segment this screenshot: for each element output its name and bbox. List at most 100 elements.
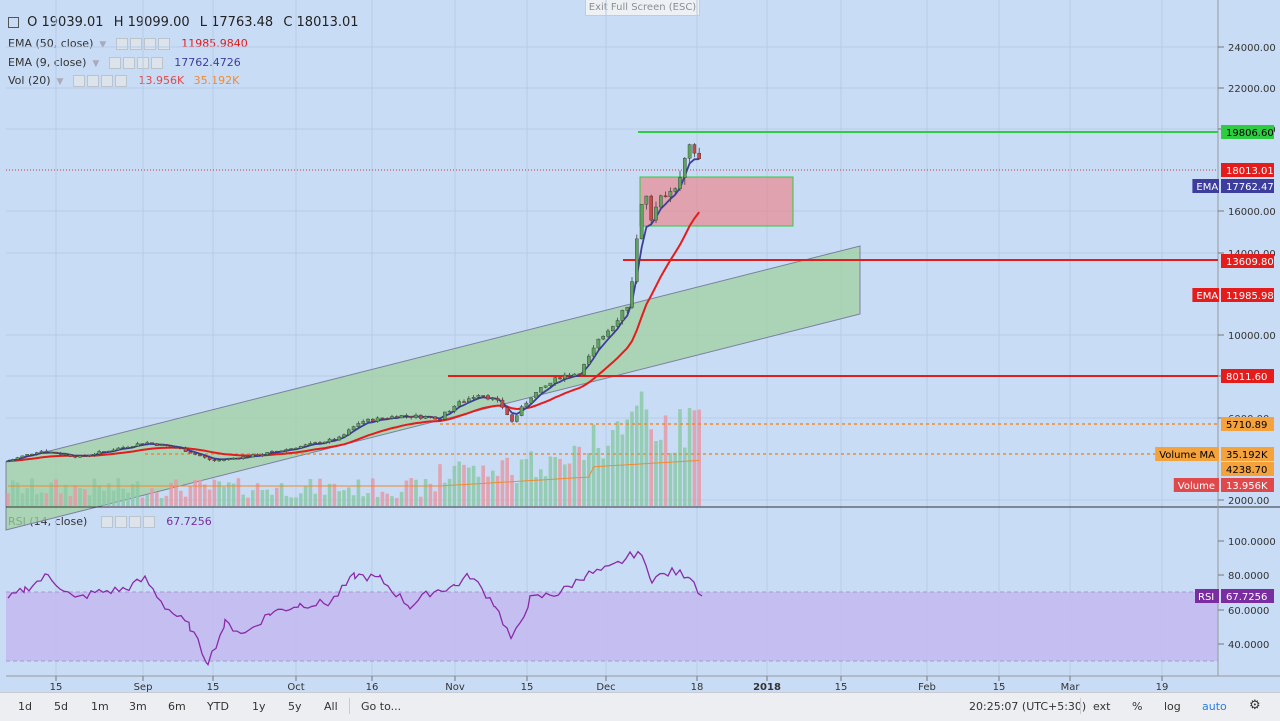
eye-icon[interactable] — [72, 75, 85, 87]
candle-body — [649, 195, 653, 221]
candle-body — [620, 310, 625, 321]
volume-bar — [49, 482, 53, 506]
candle-body — [524, 402, 529, 407]
ema9-value: 17762.4726 — [174, 56, 241, 69]
volume-bar — [97, 485, 101, 506]
range-5y-button[interactable]: 5y — [288, 700, 302, 713]
price-tag-bg — [1221, 288, 1274, 302]
goto-button[interactable]: Go to... — [361, 700, 402, 713]
chevron-down-icon[interactable]: ▼ — [92, 59, 100, 69]
vol-label: Vol (20) — [8, 74, 51, 87]
volume-bar — [524, 459, 529, 506]
percent-toggle[interactable]: % — [1132, 700, 1143, 713]
volume-bar — [337, 491, 341, 506]
range-all-button[interactable]: All — [324, 700, 338, 713]
candle-body — [409, 415, 414, 418]
candle-body — [668, 191, 673, 198]
eye-icon[interactable] — [108, 57, 121, 69]
candle-body — [414, 414, 418, 418]
candle-body — [212, 459, 217, 461]
volume-bar — [390, 496, 394, 506]
close-icon[interactable] — [150, 57, 163, 69]
range-6m-button[interactable]: 6m — [168, 700, 186, 713]
range-1d-button[interactable]: 1d — [18, 700, 32, 713]
x-tick-label: Mar — [1061, 682, 1081, 692]
range-5d-button[interactable]: 5d — [54, 700, 68, 713]
volume-bar — [543, 476, 548, 506]
volume-bar — [438, 464, 442, 506]
settings-icon[interactable] — [114, 516, 127, 528]
volume-bar — [183, 496, 188, 506]
legend-vol[interactable]: Vol (20) ▼ 13.956K 35.192K — [8, 74, 239, 87]
candle-body — [553, 377, 557, 384]
price-tags: 19806.60 18013.01 17762.47 EMA 13609.80 11985… — [1155, 125, 1274, 603]
price-tag-bg — [1221, 369, 1274, 383]
candle-body — [106, 450, 111, 453]
price-tag-bg — [1221, 462, 1274, 476]
candle-body — [87, 455, 92, 457]
volume-bar — [260, 490, 265, 506]
auto-toggle[interactable]: auto — [1202, 700, 1227, 713]
candle-body — [154, 443, 159, 446]
candle-body — [164, 444, 169, 446]
volume-bar — [169, 482, 173, 506]
volume-bar — [663, 415, 668, 506]
candle-body — [6, 460, 10, 463]
candle-body — [111, 449, 116, 452]
candle-body — [625, 307, 629, 311]
candle-body — [183, 448, 188, 452]
eye-icon[interactable] — [100, 516, 113, 528]
x-tick-label: 15 — [993, 682, 1006, 692]
range-1m-button[interactable]: 1m — [91, 700, 109, 713]
candle-body — [207, 457, 212, 460]
volume-bar — [207, 489, 212, 506]
candle-body — [68, 454, 73, 457]
range-1y-button[interactable]: 1y — [252, 700, 266, 713]
candle-body — [323, 441, 327, 444]
candle-body — [231, 457, 236, 460]
rsi-tag-bg — [1221, 589, 1274, 603]
chevron-down-icon[interactable]: ▼ — [99, 40, 107, 50]
add-icon[interactable] — [128, 516, 141, 528]
candle-body — [572, 373, 577, 377]
price-tag-volume-ma: 35.192K Volume MA — [1155, 447, 1274, 461]
candle-body — [471, 397, 476, 399]
x-tick-label: Feb — [918, 682, 936, 692]
volume-bar — [366, 493, 370, 506]
toolbar-separator — [349, 698, 350, 714]
volume-bar — [25, 488, 29, 506]
chevron-down-icon[interactable]: ▼ — [56, 77, 64, 87]
gear-icon[interactable]: ⚙ — [1249, 698, 1261, 713]
volume-bar — [433, 491, 437, 506]
volume-bar — [548, 456, 553, 506]
candle-body — [692, 144, 697, 154]
volume-bar — [59, 493, 63, 506]
volume-bar — [11, 480, 15, 506]
close-icon[interactable] — [114, 75, 127, 87]
settings-icon[interactable] — [86, 75, 99, 87]
candle-body — [236, 457, 241, 460]
ext-toggle[interactable]: ext — [1093, 700, 1111, 713]
volume-bar — [683, 447, 687, 506]
price-tag-label: EMA — [1196, 291, 1218, 302]
exit-fullscreen-button[interactable]: Exit Full Screen (ESC) — [585, 0, 700, 16]
candle-body — [500, 399, 505, 408]
bottom-toolbar: 1d 5d 1m 3m 6m YTD 1y 5y All Go to... 20… — [0, 692, 1280, 721]
candle-body — [462, 401, 466, 403]
settings-icon[interactable] — [122, 57, 135, 69]
log-toggle[interactable]: log — [1164, 700, 1181, 713]
range-ytd-button[interactable]: YTD — [207, 700, 229, 713]
range-3m-button[interactable]: 3m — [129, 700, 147, 713]
price-tag-text: 13.956K — [1226, 481, 1268, 492]
volume-bar — [659, 439, 663, 506]
volume-bar — [611, 430, 615, 506]
collapse-icon[interactable] — [8, 17, 19, 28]
rsi-tag-text: 67.7256 — [1226, 592, 1267, 603]
add-icon[interactable] — [100, 75, 113, 87]
legend-ema9[interactable]: EMA (9, close) ▼ 17762.4726 — [8, 56, 241, 69]
volume-bar — [39, 492, 44, 506]
candle-body — [318, 442, 322, 444]
volume-bar — [697, 409, 701, 506]
price-chart[interactable]: 24000.0022000.0020000.0016000.0014000.00… — [0, 0, 1280, 692]
